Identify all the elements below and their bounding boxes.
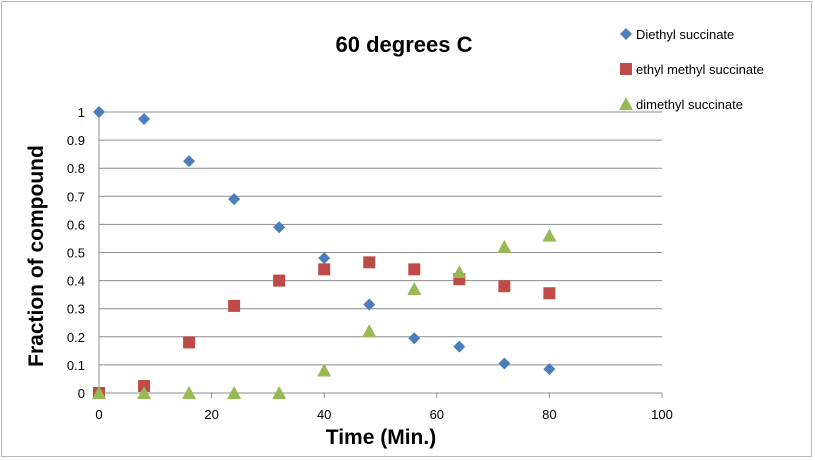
data-point <box>272 386 287 399</box>
data-point <box>92 386 106 399</box>
y-tick-label: 0.4 <box>67 274 85 289</box>
y-tick-label: 1 <box>78 105 85 120</box>
y-tick-label: 0.7 <box>67 189 85 204</box>
y-tick-label: 0.9 <box>67 133 85 148</box>
y-axis-title: Fraction of compound <box>25 145 48 367</box>
legend-item: Diethyl succinate <box>620 27 734 42</box>
data-point <box>452 265 467 279</box>
data-point <box>407 282 422 296</box>
data-point <box>363 298 376 311</box>
x-tick-label: 80 <box>542 407 556 422</box>
data-point <box>408 332 421 345</box>
y-tick-label: 0.6 <box>67 217 85 232</box>
legend-marker-diamond <box>620 28 632 40</box>
data-point <box>138 379 151 392</box>
y-tick-label: 0 <box>78 386 85 401</box>
data-point <box>138 113 151 126</box>
legend-label: Diethyl succinate <box>636 27 734 42</box>
legend: Diethyl succinate ethyl methyl succinate d… <box>619 27 764 112</box>
series-triangle <box>92 228 557 399</box>
x-axis-title: Time (Min.) <box>326 426 436 449</box>
data-point <box>137 386 152 399</box>
data-point <box>183 155 196 168</box>
x-tick-label: 20 <box>204 407 218 422</box>
data-point <box>318 263 331 276</box>
data-point <box>362 324 377 338</box>
data-point <box>182 386 197 399</box>
data-point <box>542 228 557 242</box>
data-point <box>183 336 196 349</box>
x-tick-label: 0 <box>95 407 102 422</box>
data-point <box>273 274 286 287</box>
x-tick-label: 100 <box>651 407 673 422</box>
data-point <box>543 287 556 300</box>
data-point <box>317 363 332 377</box>
x-tick-label: 60 <box>430 407 444 422</box>
legend-label: ethyl methyl succinate <box>636 62 764 77</box>
y-tick-labels: 0 0.1 0.2 0.3 0.4 0.5 0.6 0.7 0.8 0.9 1 <box>67 105 85 401</box>
data-point <box>497 239 512 253</box>
legend-marker-square <box>620 63 632 75</box>
data-point <box>498 280 511 293</box>
data-point <box>363 256 376 269</box>
data-point <box>498 357 511 370</box>
x-tick-label: 40 <box>317 407 331 422</box>
legend-item: ethyl methyl succinate <box>620 62 764 77</box>
y-tick-label: 0.5 <box>67 246 85 261</box>
chart-title: 60 degrees C <box>336 32 473 57</box>
legend-label: dimethyl succinate <box>636 97 743 112</box>
x-tick-labels: 0 20 40 60 80 100 <box>95 407 672 422</box>
data-point <box>453 340 466 353</box>
data-point <box>93 106 105 118</box>
legend-item: dimethyl succinate <box>619 97 743 112</box>
axes <box>98 112 663 398</box>
data-point <box>227 386 242 399</box>
data-point <box>228 193 241 206</box>
gridlines <box>99 111 662 366</box>
data-point <box>318 252 331 265</box>
y-tick-label: 0.8 <box>67 161 85 176</box>
data-point <box>408 263 421 276</box>
data-points <box>92 106 557 399</box>
data-point <box>543 363 556 376</box>
series-diamond <box>93 106 556 376</box>
y-tick-label: 0.3 <box>67 302 85 317</box>
data-point <box>228 299 241 312</box>
y-tick-label: 0.1 <box>67 358 85 373</box>
series-square <box>93 256 556 399</box>
legend-marker-triangle <box>619 97 633 110</box>
y-tick-label: 0.2 <box>67 330 85 345</box>
data-point <box>273 221 286 234</box>
